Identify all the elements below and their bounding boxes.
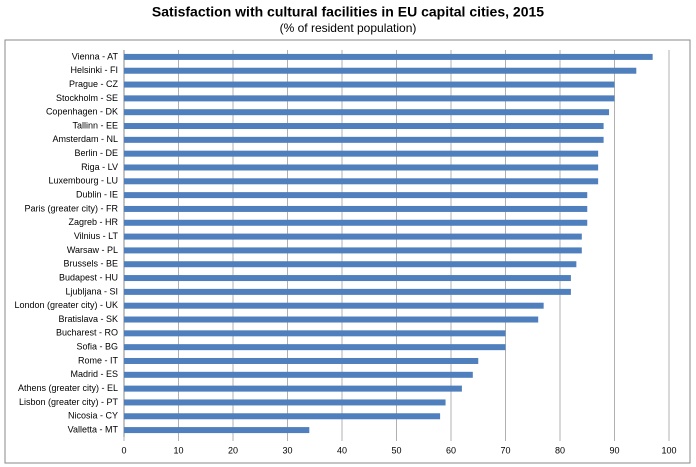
y-tick-label: Madrid - ES xyxy=(70,369,118,379)
chart-frame xyxy=(4,39,691,464)
y-tick-label: Paris (greater city) - FR xyxy=(24,203,118,213)
bar xyxy=(124,261,577,268)
y-tick-label: Helsinki - FI xyxy=(70,65,118,75)
bar xyxy=(124,275,571,282)
x-tick-label: 100 xyxy=(661,445,676,455)
y-tick-label: Berlin - DE xyxy=(74,148,118,158)
y-tick-label: Budapest - HU xyxy=(59,272,118,282)
bar xyxy=(124,233,582,240)
y-tick-label: London (greater city) - UK xyxy=(14,300,118,310)
y-tick-label: Valletta - MT xyxy=(68,424,119,434)
bar xyxy=(124,427,310,434)
x-tick-label: 0 xyxy=(121,445,126,455)
x-tick-label: 90 xyxy=(609,445,619,455)
bar xyxy=(124,399,446,406)
chart-title: Satisfaction with cultural facilities in… xyxy=(152,4,544,20)
bar xyxy=(124,192,588,199)
bar xyxy=(124,385,462,392)
y-tick-label: Nicosia - CY xyxy=(68,411,118,421)
x-tick-label: 60 xyxy=(446,445,456,455)
y-tick-label: Warsaw - PL xyxy=(67,245,118,255)
bar xyxy=(124,164,599,171)
y-tick-label: Ljubljana - SI xyxy=(65,286,118,296)
bar xyxy=(124,53,653,60)
y-tick-label: Brussels - BE xyxy=(63,259,118,269)
y-tick-label: Zagreb - HR xyxy=(68,217,118,227)
x-tick-label: 80 xyxy=(555,445,565,455)
bar xyxy=(124,302,544,309)
y-tick-label: Riga - LV xyxy=(81,162,118,172)
y-tick-label: Sofia - BG xyxy=(76,342,118,352)
bar xyxy=(124,205,588,212)
y-tick-label: Tallinn - EE xyxy=(72,120,118,130)
bar xyxy=(124,123,604,130)
bar xyxy=(124,136,604,143)
y-tick-label: Lisbon (greater city) - PT xyxy=(19,397,119,407)
bar xyxy=(124,67,637,74)
x-tick-label: 70 xyxy=(500,445,510,455)
bar xyxy=(124,330,506,337)
bar xyxy=(124,371,473,378)
bar xyxy=(124,357,479,364)
y-tick-label: Prague - CZ xyxy=(69,79,119,89)
y-tick-label: Vilnius - LT xyxy=(74,231,119,241)
y-tick-label: Vienna - AT xyxy=(72,51,119,61)
bar xyxy=(124,247,582,254)
x-tick-label: 30 xyxy=(282,445,292,455)
y-tick-label: Bucharest - RO xyxy=(56,328,118,338)
bar xyxy=(124,219,588,226)
y-tick-label: Bratislava - SK xyxy=(58,314,118,324)
bar xyxy=(124,316,539,323)
y-tick-label: Amsterdam - NL xyxy=(52,134,118,144)
y-tick-label: Rome - IT xyxy=(78,355,119,365)
y-tick-label: Stockholm - SE xyxy=(56,93,118,103)
y-tick-label: Dublin - IE xyxy=(76,190,118,200)
y-tick-label: Athens (greater city) - EL xyxy=(18,383,118,393)
y-tick-label: Copenhagen - DK xyxy=(46,107,118,117)
bar xyxy=(124,413,441,420)
bar xyxy=(124,81,615,88)
x-tick-label: 20 xyxy=(228,445,238,455)
bar xyxy=(124,178,599,185)
bar xyxy=(124,150,599,157)
bar xyxy=(124,288,571,295)
bar xyxy=(124,344,506,351)
bar xyxy=(124,109,610,116)
bar xyxy=(124,95,615,102)
chart-subtitle: (% of resident population) xyxy=(280,21,417,35)
x-tick-label: 40 xyxy=(337,445,347,455)
x-tick-label: 50 xyxy=(391,445,401,455)
x-tick-label: 10 xyxy=(173,445,183,455)
y-tick-label: Luxembourg - LU xyxy=(48,176,118,186)
